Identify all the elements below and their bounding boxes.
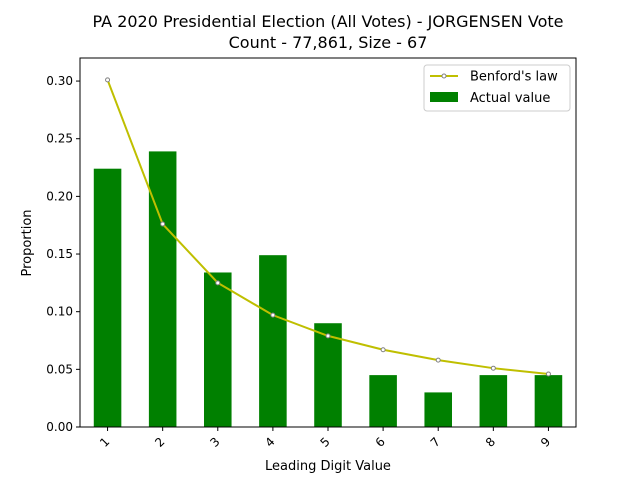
benford-point-5 [325,333,331,339]
x-tick-label: 7 [428,435,443,450]
legend-label-benford: Benford's law [470,70,558,85]
benford-point-3 [215,280,221,286]
benford-point-1 [105,77,111,83]
x-tick-label: 3 [207,435,222,450]
x-tick-label: 8 [483,435,498,450]
bar-8 [479,375,508,427]
legend-label-actual: Actual value [470,91,550,106]
benford-point-7 [435,357,441,363]
y-axis-label: Proportion [20,209,35,276]
legend-box [423,64,571,112]
y-tick-label: 0.00 [46,420,73,434]
y-tick-label: 0.05 [46,362,73,376]
chart-title-line2: Count - 77,861, Size - 67 [229,33,428,52]
benford-point-4 [270,312,276,318]
y-tick-label: 0.25 [46,132,73,146]
benford-point-6 [380,347,386,353]
x-axis: 1 2 3 4 5 6 7 8 9 [97,427,553,450]
bar-7 [424,392,452,427]
y-tick-label: 0.20 [46,189,73,203]
x-tick-label: 2 [152,435,167,450]
y-tick-label: 0.30 [46,74,73,88]
bar-1 [93,168,122,427]
bar-6 [369,375,397,427]
benford-point-9 [545,371,551,377]
bar-series [93,151,563,427]
bar-9 [534,375,563,427]
benford-point-2 [160,221,166,227]
x-tick-label: 5 [318,435,333,450]
bar-5 [314,323,342,427]
bar-2 [148,151,177,427]
legend-line-marker [441,73,447,79]
x-tick-label: 6 [373,435,388,450]
benford-point-8 [490,365,496,371]
x-tick-label: 4 [262,435,277,450]
y-tick-label: 0.10 [46,305,73,319]
chart-title-line1: PA 2020 Presidential Election (All Votes… [93,12,564,31]
x-tick-label: 1 [97,435,112,450]
bar-4 [259,255,287,427]
y-tick-label: 0.15 [46,247,73,261]
y-axis: 0.00 0.05 0.10 0.15 0.20 0.25 0.30 [46,74,80,434]
x-tick-label: 9 [538,435,553,450]
legend-bar-swatch [430,92,458,102]
bar-3 [204,272,232,427]
legend: Benford's law Actual value [423,64,571,112]
line-series [105,77,551,377]
x-axis-label: Leading Digit Value [265,459,391,474]
